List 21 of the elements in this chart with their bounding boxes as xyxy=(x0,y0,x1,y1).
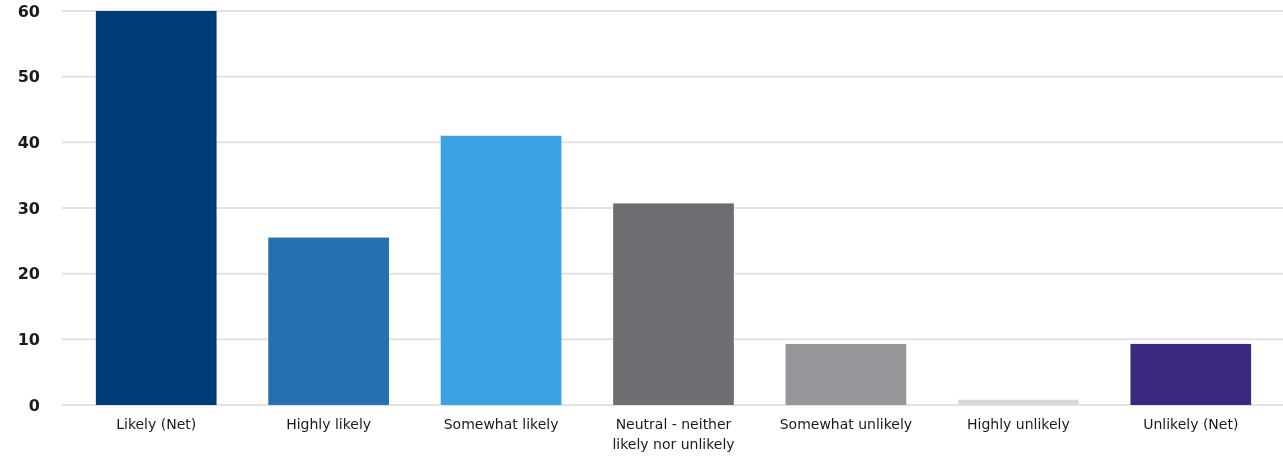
x-tick-label: Somewhat likely xyxy=(443,416,559,432)
bar xyxy=(1130,343,1252,405)
x-tick-label: Highly likely xyxy=(286,416,372,432)
x-tick-label: Likely (Net) xyxy=(116,416,197,432)
bar xyxy=(958,399,1079,405)
bar xyxy=(785,343,907,405)
x-tick-label: Neutral - neither likely nor unlikely xyxy=(612,416,735,452)
y-tick-label: 60 xyxy=(17,1,40,21)
bar xyxy=(613,203,734,405)
y-tick-label: 20 xyxy=(17,264,40,284)
y-tick-label: 10 xyxy=(17,329,40,349)
y-tick-label: 0 xyxy=(28,395,40,415)
y-tick-label: 40 xyxy=(17,132,40,152)
x-tick-label: Somewhat unlikely xyxy=(779,416,913,432)
bar xyxy=(440,135,562,405)
x-tick-label: Unlikely (Net) xyxy=(1143,416,1239,432)
bar xyxy=(268,237,389,405)
y-tick-label: 50 xyxy=(17,67,40,87)
bar xyxy=(95,11,217,405)
y-tick-label: 30 xyxy=(17,198,40,218)
x-tick-label: Highly unlikely xyxy=(966,416,1070,432)
